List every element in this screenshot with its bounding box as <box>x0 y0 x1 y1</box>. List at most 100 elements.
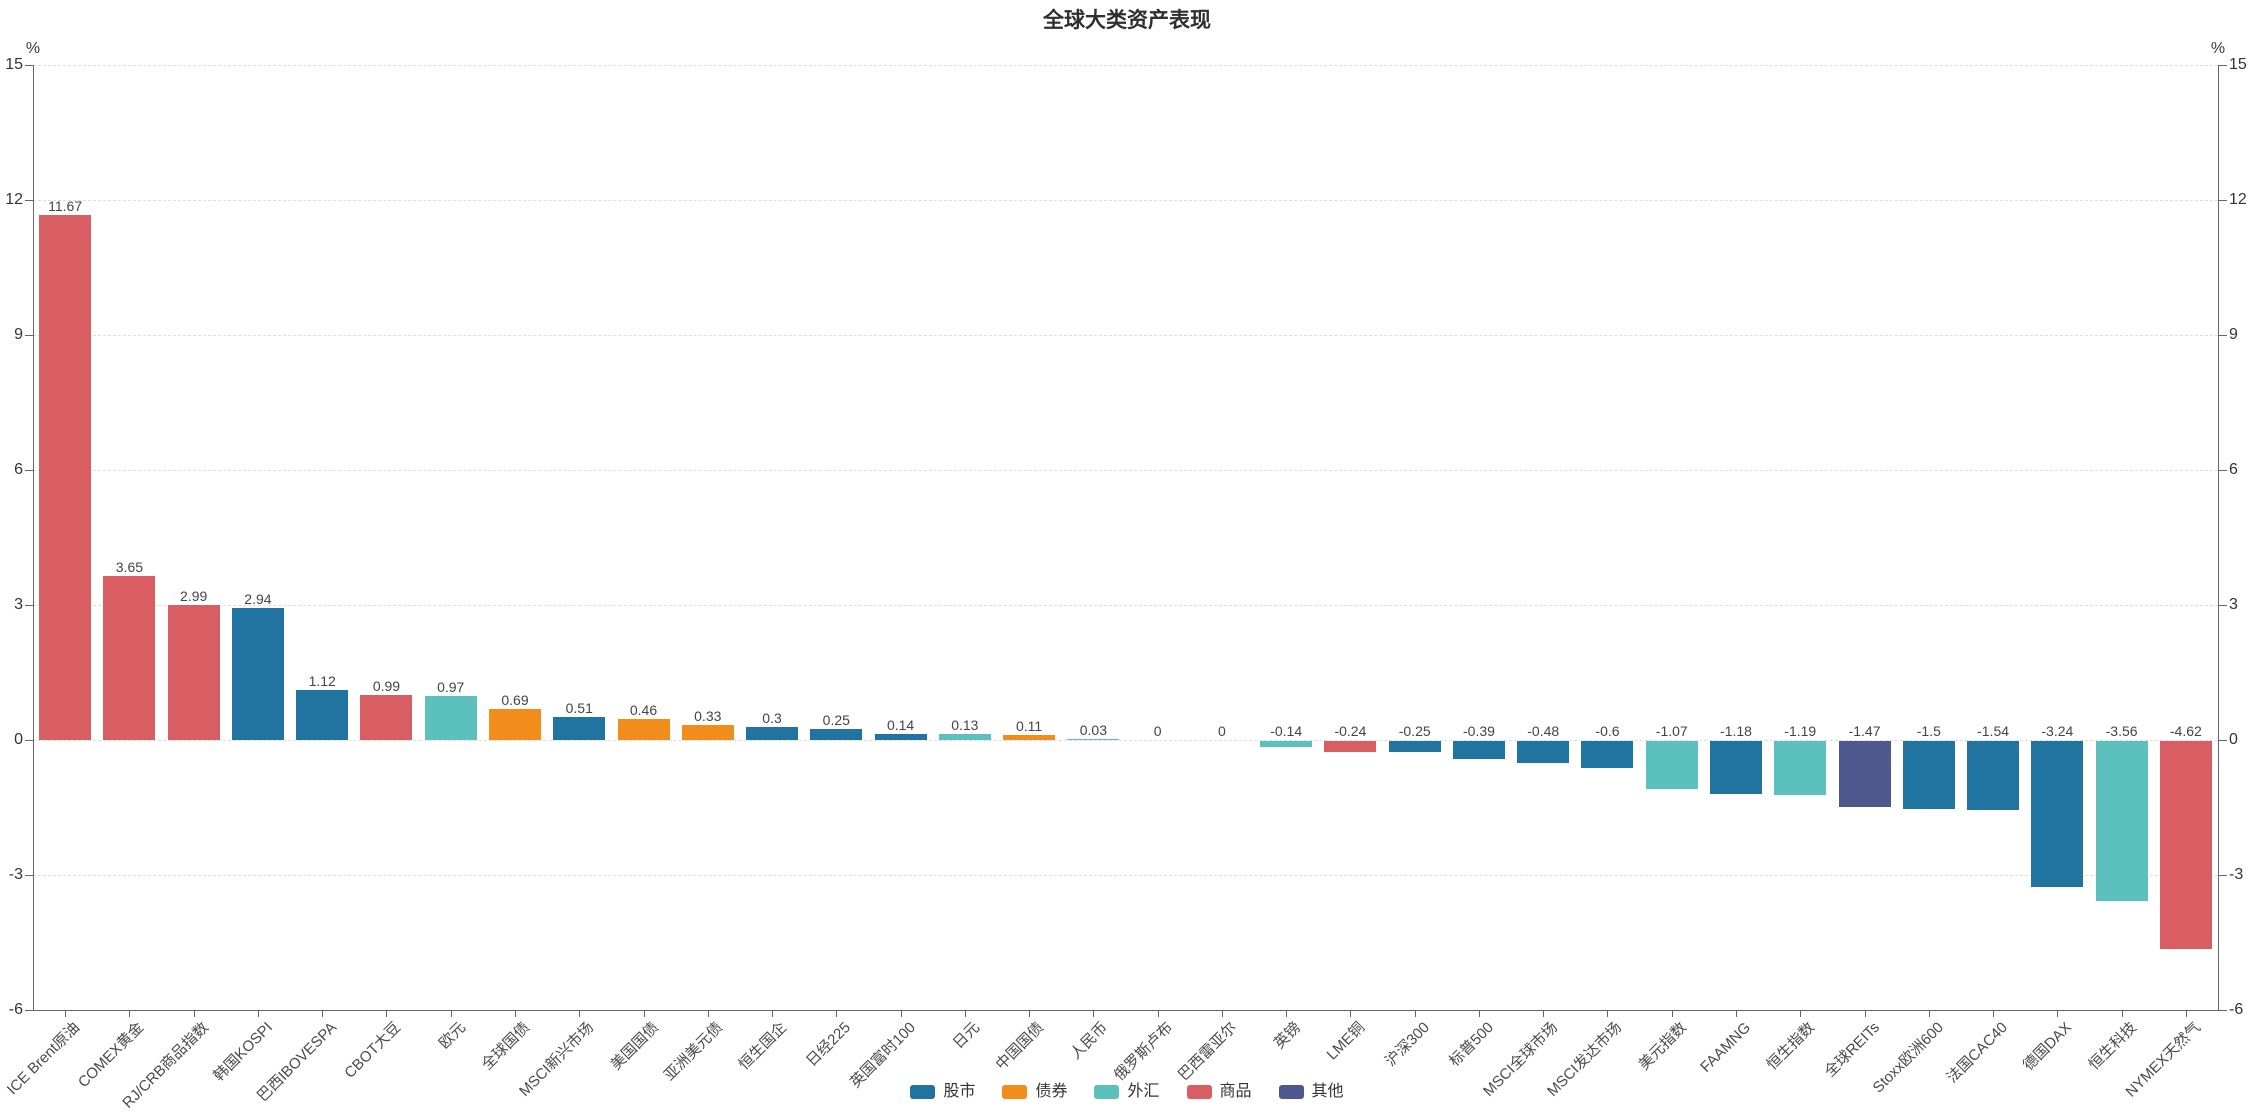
y-tick-mark <box>2219 605 2227 606</box>
bar-value-label: -0.24 <box>1334 723 1367 739</box>
bar-沪深300[interactable] <box>1388 741 1441 753</box>
bar-恒生国企[interactable] <box>746 726 799 740</box>
bar-value-label: -0.25 <box>1398 723 1431 739</box>
y-tick-label-right: -6 <box>2229 1001 2244 1018</box>
bar-value-label: 0.33 <box>694 708 722 725</box>
y-gridline <box>33 335 2218 336</box>
bar-value-label: 0.46 <box>629 702 658 719</box>
bar-CBOT大豆[interactable] <box>360 695 413 740</box>
bar-NYMEX天然气[interactable] <box>2159 741 2212 949</box>
bar-value-label: 0.11 <box>1015 718 1043 735</box>
bar-value-label: -0.14 <box>1270 723 1303 739</box>
bar-value-label: 0.99 <box>372 678 401 695</box>
bar-恒生科技[interactable] <box>2095 741 2148 902</box>
bar-欧元[interactable] <box>424 696 477 740</box>
y-axis-left <box>33 65 34 1011</box>
x-tick-mark <box>1029 1011 1031 1017</box>
x-tick-mark <box>129 1011 131 1017</box>
y-tick-label-left: 15 <box>5 56 23 73</box>
bar-ICE Brent原油[interactable] <box>39 214 92 740</box>
x-tick-mark <box>836 1011 838 1017</box>
bar-法国CAC40[interactable] <box>1967 741 2020 811</box>
y-tick-mark <box>2219 875 2227 876</box>
bar-COMEX黄金[interactable] <box>103 575 156 740</box>
bar-MSCI发达市场[interactable] <box>1581 741 1634 768</box>
y-tick-label-right: 0 <box>2229 731 2238 748</box>
bar-中国国债[interactable] <box>1003 735 1056 740</box>
y-tick-mark <box>25 65 33 66</box>
x-axis-label: 日元 <box>949 1019 983 1053</box>
x-tick-mark <box>1671 1011 1673 1017</box>
legend-swatch <box>1094 1085 1120 1099</box>
bar-德国DAX[interactable] <box>2031 741 2084 887</box>
legend-swatch <box>1186 1085 1212 1099</box>
bar-LME铜[interactable] <box>1324 741 1377 752</box>
bar-value-label: -1.47 <box>1848 723 1881 739</box>
bar-日经225[interactable] <box>810 728 863 740</box>
x-axis-label: 美元指数 <box>1635 1019 1690 1074</box>
x-tick-mark <box>65 1011 67 1017</box>
bar-value-label: 0 <box>1217 723 1226 739</box>
bar-value-label: -4.62 <box>2169 723 2202 739</box>
bar-全球REITs[interactable] <box>1838 741 1891 808</box>
bar-恒生指数[interactable] <box>1774 741 1827 795</box>
legend-item-债券[interactable]: 债券 <box>1002 1083 1067 1101</box>
y-gridline <box>33 470 2218 471</box>
bar-英镑[interactable] <box>1260 741 1313 748</box>
bar-FAAMNG[interactable] <box>1710 741 1762 795</box>
bar-巴西IBOVESPA[interactable] <box>296 689 349 740</box>
x-axis-label: FAAMNG <box>1697 1019 1755 1076</box>
bar-value-label: 0 <box>1153 723 1162 739</box>
x-axis-label: COMEX黄金 <box>75 1019 148 1092</box>
bar-RJ/CRB商品指数[interactable] <box>167 605 220 740</box>
bar-value-label: -1.19 <box>1784 723 1817 739</box>
y-tick-mark <box>25 1010 33 1011</box>
bar-全球国债[interactable] <box>488 708 541 740</box>
x-axis-label: 恒生指数 <box>1763 1019 1819 1074</box>
y-tick-mark <box>25 875 33 876</box>
bar-标普500[interactable] <box>1452 741 1505 759</box>
legend-swatch <box>1002 1085 1028 1099</box>
bar-韩国KOSPI[interactable] <box>231 607 284 740</box>
legend-item-外汇[interactable]: 外汇 <box>1094 1083 1160 1101</box>
bar-Stoxx欧洲600[interactable] <box>1902 741 1955 809</box>
x-axis-label: 中国国债 <box>992 1019 1048 1074</box>
bar-value-label: -1.54 <box>1977 723 2010 739</box>
legend-item-股市[interactable]: 股市 <box>910 1083 975 1101</box>
bar-value-label: 0.03 <box>1079 721 1107 738</box>
bar-美国国债[interactable] <box>617 719 670 740</box>
bar-value-label: 0.51 <box>565 700 593 717</box>
legend-item-商品[interactable]: 商品 <box>1186 1083 1252 1101</box>
bar-MSCI全球市场[interactable] <box>1517 741 1570 763</box>
bar-英国富时100[interactable] <box>874 733 927 740</box>
chart-title: 全球大类资产表现 <box>1043 9 1211 32</box>
bar-人民币[interactable] <box>1067 738 1120 740</box>
y-tick-mark <box>2219 65 2227 66</box>
bar-亚洲美元债[interactable] <box>681 725 734 740</box>
legend-item-其他[interactable]: 其他 <box>1278 1083 1344 1101</box>
x-axis-label: 标普500 <box>1446 1019 1497 1070</box>
x-tick-mark <box>707 1011 709 1017</box>
bar-value-label: 3.65 <box>115 558 144 575</box>
x-tick-mark <box>1928 1011 1930 1017</box>
legend-swatch <box>1278 1085 1304 1099</box>
bar-美元指数[interactable] <box>1645 741 1698 790</box>
bar-MSCI新兴市场[interactable] <box>553 717 606 740</box>
legend: 股市 债券 外汇 商品 其他 <box>0 1083 2254 1101</box>
x-tick-mark <box>1543 1011 1545 1017</box>
y-tick-label-right: -3 <box>2229 866 2244 883</box>
x-tick-mark <box>322 1011 324 1017</box>
x-axis-label: 德国DAX <box>2020 1019 2076 1075</box>
bar-日元[interactable] <box>938 734 991 740</box>
x-axis-label: 沪深300 <box>1381 1019 1433 1070</box>
y-tick-mark <box>2219 200 2227 201</box>
y-tick-label-right: 15 <box>2229 56 2247 73</box>
y-tick-label-right: 3 <box>2229 596 2238 613</box>
bar-value-label: 11.67 <box>48 197 83 214</box>
x-tick-mark <box>1157 1011 1159 1017</box>
legend-swatch <box>910 1085 936 1099</box>
bar-value-label: -0.39 <box>1462 723 1495 739</box>
x-axis-label: 韩国KOSPI <box>210 1019 276 1085</box>
legend-label: 债券 <box>1035 1083 1068 1100</box>
y-axis-unit-right: % <box>2210 40 2226 57</box>
